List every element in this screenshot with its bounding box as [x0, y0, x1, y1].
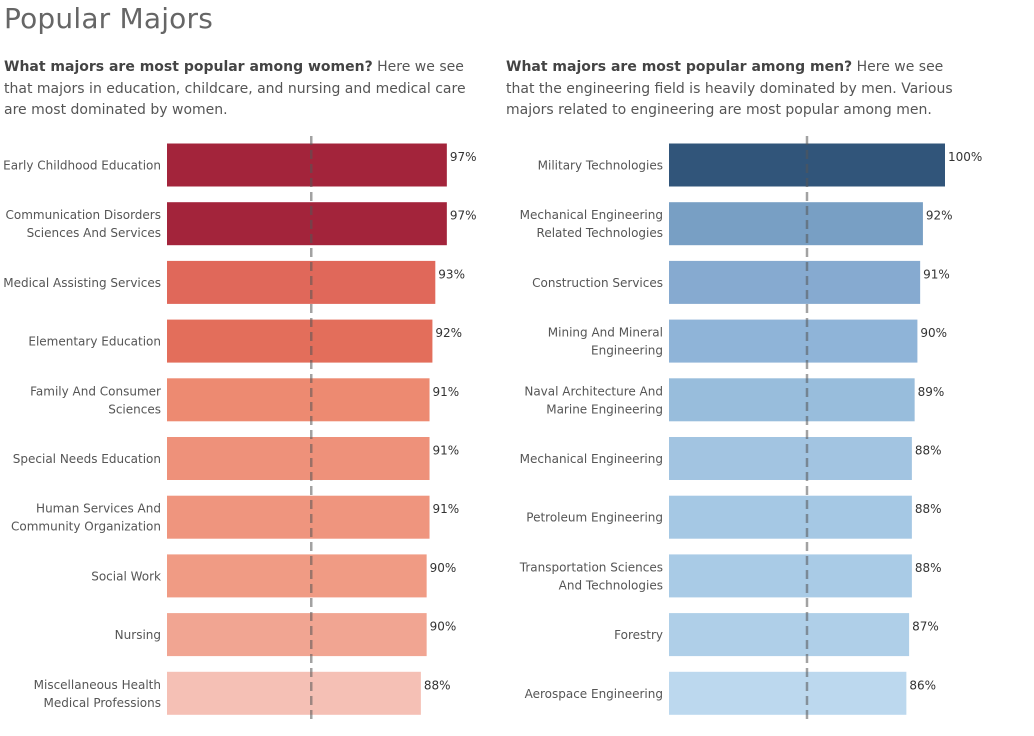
men-category-label-8-line-1: Transportation Sciences	[519, 560, 663, 574]
men-bar-4	[669, 319, 918, 363]
women-category-label-9-line-1: Nursing	[115, 628, 161, 642]
men-category-label-4: Mining And Mineral Engineering	[548, 326, 663, 358]
women-value-label-4: 92%	[435, 326, 462, 340]
women-category-label-5-line-2: Sciences	[108, 402, 161, 416]
men-category-label-1-line-1: Military Technologies	[538, 159, 663, 173]
women-category-label-5: Family And Consumer Sciences	[30, 384, 161, 416]
men-category-label-9-line-1: Forestry	[614, 628, 663, 642]
women-category-label-7: Human Services And Community Organization	[11, 502, 161, 534]
men-category-label-6: Mechanical Engineering	[520, 452, 663, 466]
men-bar-8	[669, 554, 912, 598]
men-category-label-4-line-1: Mining And Mineral	[548, 326, 663, 340]
men-value-label-8: 88%	[915, 561, 942, 575]
men-value-label-3: 91%	[923, 267, 950, 281]
men-value-label-7: 88%	[915, 502, 942, 516]
women-category-label-6: Special Needs Education	[13, 452, 161, 466]
men-category-label-7-line-1: Petroleum Engineering	[526, 511, 663, 525]
men-category-label-8: Transportation Sciences And Technologies	[519, 560, 663, 592]
men-bar-chart: Military Technologies 100% Mechanical Engi…	[519, 136, 982, 722]
men-category-label-3-line-1: Construction Services	[532, 276, 663, 290]
women-category-label-4: Elementary Education	[28, 335, 161, 349]
men-bar-3	[669, 260, 921, 304]
men-bar-2	[669, 202, 923, 246]
women-category-label-7-line-2: Community Organization	[11, 520, 161, 534]
men-chart-question: What majors are most popular among men?	[506, 59, 853, 75]
men-bar-6	[669, 437, 912, 480]
men-category-label-5: Naval Architecture And Marine Engineering	[524, 384, 663, 416]
women-category-label-8-line-1: Social Work	[91, 569, 161, 583]
women-bar-5	[167, 378, 430, 422]
men-bar-10	[669, 671, 907, 715]
women-value-label-9: 90%	[430, 620, 457, 634]
men-category-label-9: Forestry	[614, 628, 663, 642]
women-category-label-7-line-1: Human Services And	[36, 502, 161, 516]
women-value-label-6: 91%	[433, 444, 460, 458]
women-bar-chart: Early Childhood Education 97% Communicatio…	[3, 136, 477, 722]
women-value-label-3: 93%	[438, 267, 465, 281]
women-category-label-9: Nursing	[115, 628, 161, 642]
men-value-label-5: 89%	[918, 385, 945, 399]
women-value-label-2: 97%	[450, 209, 477, 223]
men-category-label-2-line-2: Related Technologies	[537, 226, 663, 240]
men-value-label-1: 100%	[948, 150, 982, 164]
men-chart-description: What majors are most popular among men? …	[506, 57, 976, 122]
men-category-label-7: Petroleum Engineering	[526, 511, 663, 525]
women-category-label-6-line-1: Special Needs Education	[13, 452, 161, 466]
page-title: Popular Majors	[4, 2, 214, 35]
men-category-label-6-line-1: Mechanical Engineering	[520, 452, 663, 466]
women-bar-10	[167, 671, 421, 715]
women-category-label-1-line-1: Early Childhood Education	[3, 159, 161, 173]
men-bar-9	[669, 613, 910, 657]
women-category-label-1: Early Childhood Education	[3, 159, 161, 173]
men-category-label-8-line-2: And Technologies	[559, 578, 663, 592]
women-bar-8	[167, 554, 427, 598]
men-category-label-10: Aerospace Engineering	[525, 687, 663, 701]
women-bar-7	[167, 495, 430, 539]
men-category-label-4-line-2: Engineering	[591, 344, 663, 358]
men-bar-5	[669, 378, 915, 422]
women-chart-description-text: Here we see that majors in education, ch…	[4, 59, 466, 118]
women-bar-4	[167, 319, 433, 363]
men-category-label-5-line-1: Naval Architecture And	[524, 384, 663, 398]
men-category-label-2-line-1: Mechanical Engineering	[520, 208, 663, 222]
women-category-label-8: Social Work	[91, 569, 161, 583]
men-value-label-2: 92%	[926, 209, 953, 223]
women-chart-question: What majors are most popular among women…	[4, 59, 373, 75]
women-category-label-10-line-1: Miscellaneous Health	[34, 678, 161, 692]
men-category-label-2: Mechanical Engineering Related Technologi…	[520, 208, 663, 240]
men-value-label-6: 88%	[915, 444, 942, 458]
men-value-label-9: 87%	[912, 620, 939, 634]
women-value-label-1: 97%	[450, 150, 477, 164]
women-category-label-2: Communication Disorders Sciences And Serv…	[6, 208, 161, 240]
women-bar-2	[167, 202, 447, 246]
women-category-label-10: Miscellaneous Health Medical Professions	[34, 678, 161, 710]
men-value-label-10: 86%	[909, 678, 936, 692]
men-chart-description-text: Here we see that the engineering field i…	[506, 59, 953, 118]
men-category-label-3: Construction Services	[532, 276, 663, 290]
women-bar-1	[167, 143, 447, 187]
women-category-label-10-line-2: Medical Professions	[44, 696, 161, 710]
women-chart-description: What majors are most popular among women…	[4, 57, 474, 122]
women-category-label-2-line-2: Sciences And Services	[27, 226, 161, 240]
women-bar-3	[167, 260, 436, 304]
women-value-label-8: 90%	[430, 561, 457, 575]
men-category-label-10-line-1: Aerospace Engineering	[525, 687, 663, 701]
women-value-label-7: 91%	[433, 502, 460, 516]
women-bar-6	[167, 437, 430, 480]
women-category-label-5-line-1: Family And Consumer	[30, 384, 161, 398]
women-category-label-2-line-1: Communication Disorders	[6, 208, 161, 222]
women-value-label-10: 88%	[424, 678, 451, 692]
women-category-label-3-line-1: Medical Assisting Services	[3, 276, 161, 290]
men-value-label-4: 90%	[920, 326, 947, 340]
men-category-label-1: Military Technologies	[538, 159, 663, 173]
women-value-label-5: 91%	[433, 385, 460, 399]
women-category-label-4-line-1: Elementary Education	[28, 335, 161, 349]
women-bar-9	[167, 613, 427, 657]
men-bar-7	[669, 495, 912, 539]
men-category-label-5-line-2: Marine Engineering	[546, 402, 663, 416]
women-category-label-3: Medical Assisting Services	[3, 276, 161, 290]
